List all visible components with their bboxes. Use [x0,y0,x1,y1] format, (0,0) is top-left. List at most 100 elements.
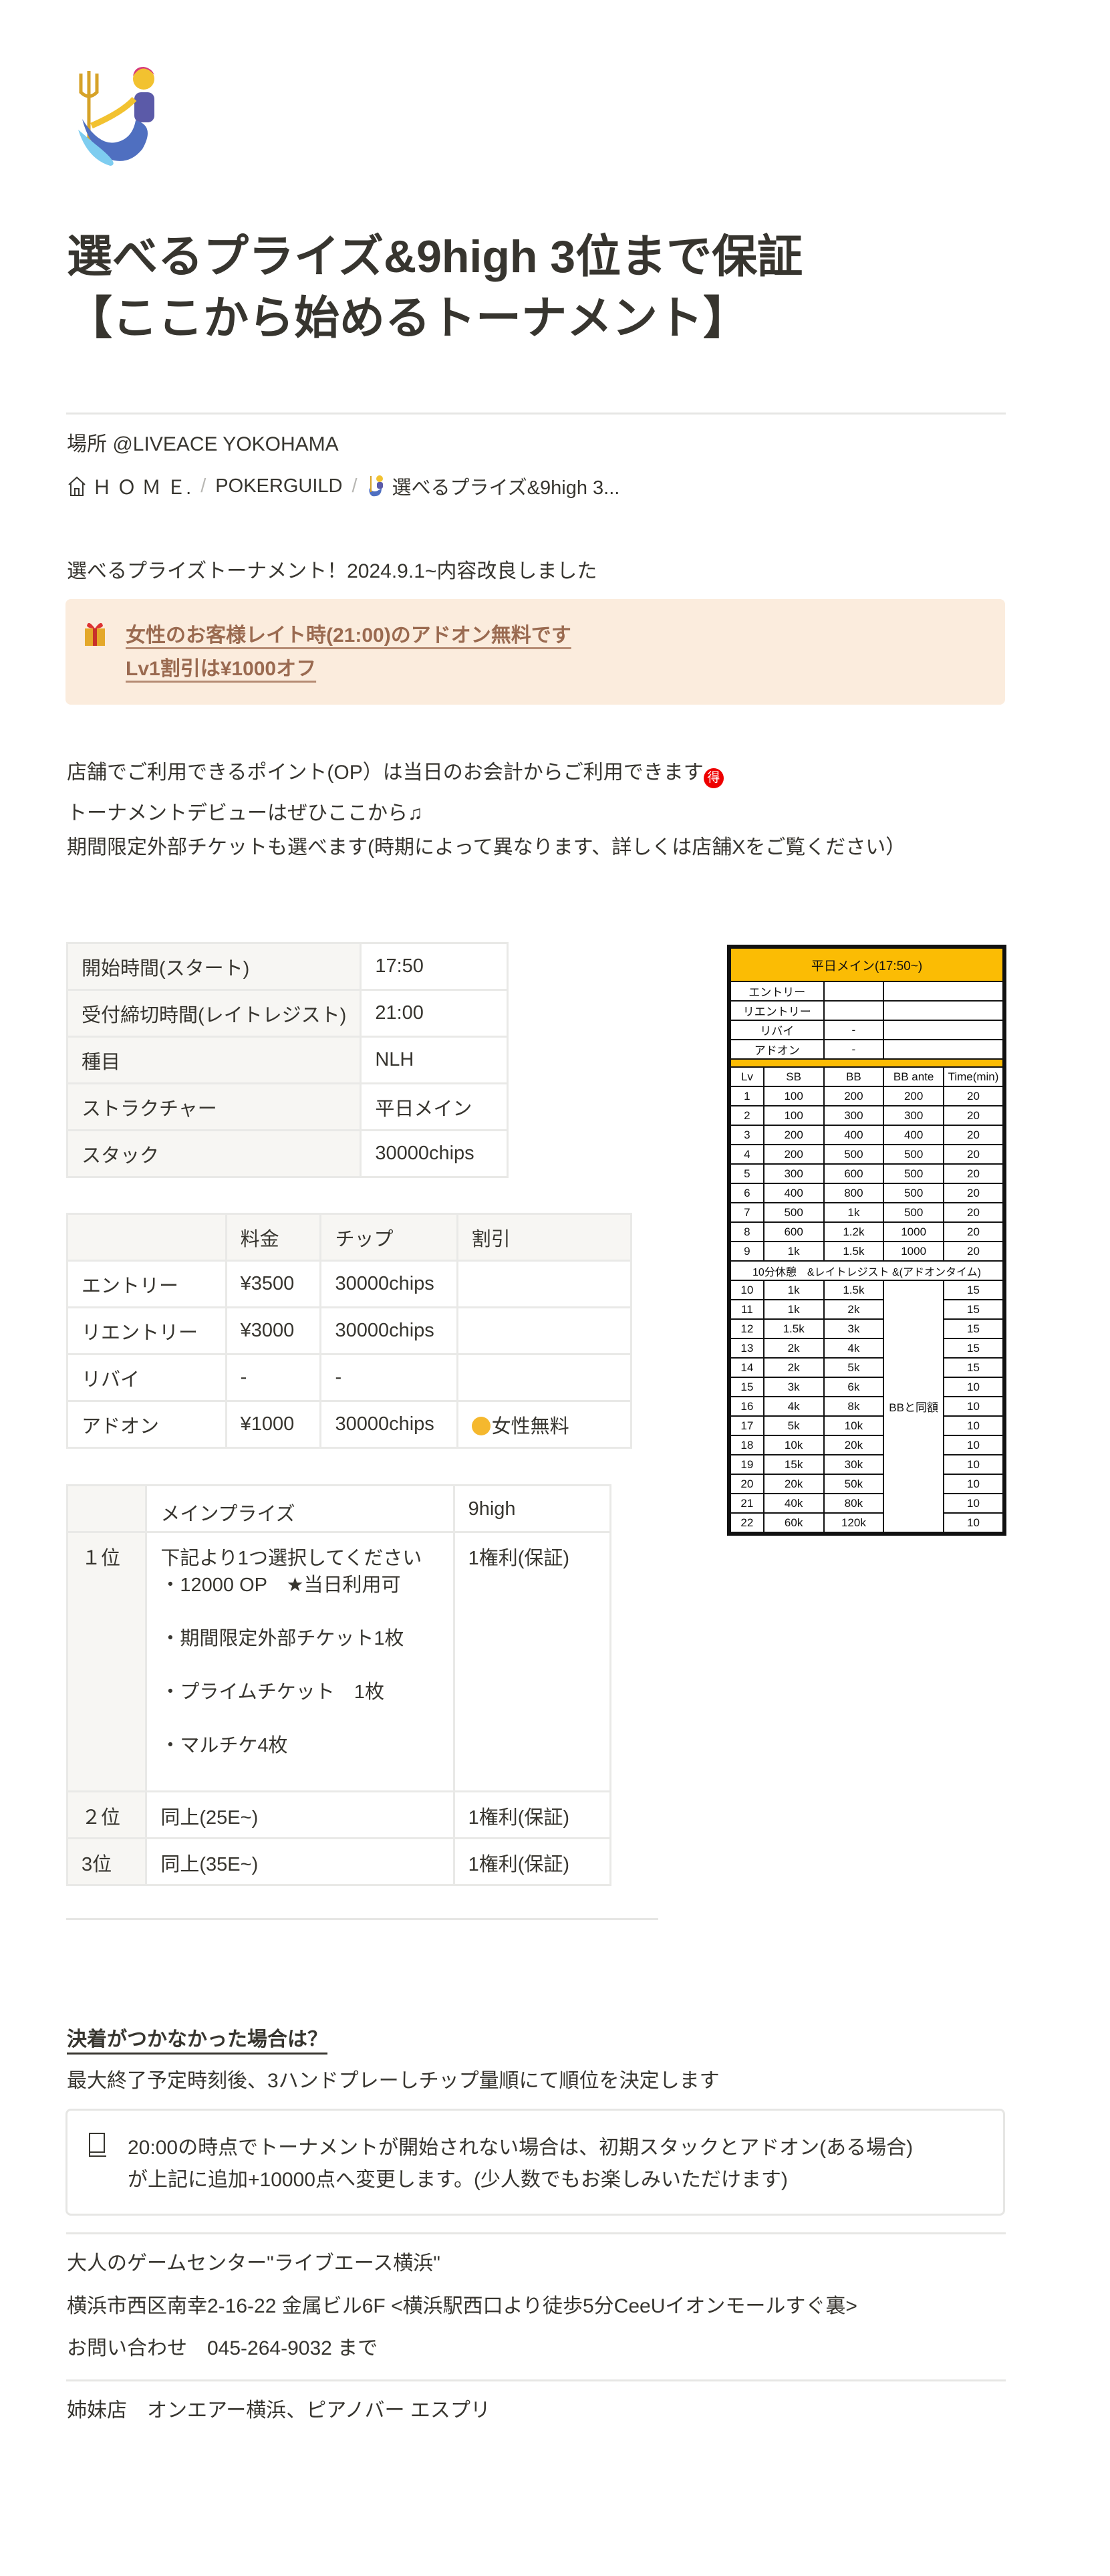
level-cell: 5k [762,1415,825,1436]
level-cell: 10 [943,1493,1004,1514]
fee-note [883,1020,1004,1040]
level-cell: 18 [730,1435,765,1455]
woman-emoji-icon [471,1416,491,1435]
level-cell: 16 [730,1396,765,1417]
merperson-icon [369,475,383,497]
level-row: 22 60k 120k 10 [730,1512,1004,1533]
breadcrumb-item-home[interactable]: Ｈ Ｏ Ｍ Ｅ. [67,472,191,500]
level-cell: 15 [943,1357,1004,1378]
toku-emoji: 得 [703,768,724,788]
level-cell: 3 [730,1125,765,1145]
rank-cell: ２位 [65,1790,148,1839]
table-row: 3位 同上(35E~) 1権利(保証) [65,1837,612,1886]
level-cell: 600 [823,1163,885,1184]
tiebreak-text: 最大終了予定時刻後、3ハンドプレーしチップ量順にて順位を決定します [67,2070,720,2092]
table-row: エントリー ¥3500 30000chips [66,1260,633,1308]
callout-link-discount[interactable]: Lv1割引は¥1000オフ [126,658,317,680]
level-cell: 1.5k [823,1241,885,1262]
breadcrumb-item-current[interactable]: 選べるプライズ&9high 3... [367,472,620,500]
callout-link-addon[interactable]: 女性のお客様レイト時(21:00)のアドオン無料です [126,624,571,647]
rank-cell: 3位 [65,1837,148,1886]
level-cell: 12 [730,1318,765,1339]
gift-icon [85,622,105,646]
level-cell: 400 [762,1183,825,1203]
level-cell: 2k [762,1338,825,1359]
table-row: リエントリー ¥3000 30000chips [66,1306,633,1355]
points-note: 店舗でご利用できるポイント(OP）は当日のお会計からご利用できます得 [67,759,724,788]
level-cell: 80k [823,1493,885,1514]
level-cell: 22 [730,1512,765,1533]
level-cell: 20 [943,1144,1004,1165]
level-row: 15 3k 6k 10 [730,1377,1004,1397]
level-row: 3 200 400 400 20 [730,1125,1004,1145]
structure-fee-row: リエントリー [730,1000,1004,1021]
breadcrumb-separator: / [200,475,206,497]
level-cell: 600 [762,1221,825,1242]
divider [66,2379,1006,2381]
prize-table: メインプライズ 9high １位 下記より1つ選択してください ・12000 OP ★… [65,1484,612,1886]
breadcrumb-label: 選べるプライズ&9high 3... [392,477,620,499]
column-header: メインプライズ [145,1484,455,1533]
level-cell: 17 [730,1415,765,1436]
table-row: スタック 30000chips [65,1129,509,1178]
level-cell: 10 [943,1396,1004,1417]
level-cell: 500 [883,1163,945,1184]
level-row: 19 15k 30k 10 [730,1454,1004,1475]
level-cell: 10k [823,1415,885,1436]
level-row: 12 1.5k 3k 15 [730,1318,1004,1339]
title-line-2: 【ここから始めるトーナメント】 [67,293,749,344]
level-cell: 2k [823,1299,885,1320]
structure-column-header: BB [823,1066,885,1087]
level-cell: 300 [762,1163,825,1184]
break-label: 10分休憩 &レイトレジスト &(アドオンタイム) [730,1260,1004,1281]
fee-cell: 30000chips [319,1306,458,1355]
structure-fee-row: エントリー [730,981,1004,1002]
level-cell: 20 [943,1105,1004,1126]
level-cell: 6 [730,1183,765,1203]
info-value: 30000chips [360,1129,509,1178]
intro-text: 選べるプライズトーナメント！2024.9.1~内容改良しました [67,560,597,582]
fee-cell: エントリー [66,1260,227,1308]
info-table: 開始時間(スタート) 17:50 受付締切時間(レイトレジスト) 21:00 種目 NLH… [65,942,509,1178]
fee-cell: ¥1000 [225,1400,322,1449]
points-text: 店舗でご利用できるポイント(OP）は当日のお会計からご利用できます [67,762,704,784]
info-value: 平日メイン [360,1082,509,1131]
level-row: 2 100 300 300 20 [730,1105,1004,1126]
divider [66,2232,1006,2234]
level-cell: 10 [943,1435,1004,1455]
structure-header-row: Lv SB BB BB ante Time(min) [730,1066,1004,1087]
prize-cell: 1権利(保証) [452,1790,612,1839]
level-cell: 11 [730,1299,765,1320]
prize-cell: 1権利(保証) [452,1531,612,1792]
level-row: 21 40k 80k 10 [730,1493,1004,1514]
break-row: 10分休憩 &レイトレジスト &(アドオンタイム) [730,1260,1004,1281]
column-header: 割引 [456,1213,633,1262]
level-cell: 20k [823,1435,885,1455]
level-cell: 15 [943,1299,1004,1320]
level-cell: 3k [823,1318,885,1339]
level-cell: 400 [823,1125,885,1145]
level-cell: 2 [730,1105,765,1126]
level-cell: 15 [943,1280,1004,1300]
fee-cell: 30000chips [319,1400,458,1449]
table-row: 種目 NLH [65,1036,509,1084]
debut-text: トーナメントデビューはぜひここから [67,802,408,824]
level-cell: 14 [730,1357,765,1378]
level-row: 13 2k 4k 15 [730,1338,1004,1359]
structure-fee-row: リバイ - [730,1020,1004,1040]
level-cell: 500 [823,1144,885,1165]
fee-cell: ¥3000 [225,1306,322,1355]
level-row: 10 1k 1.5k BBと同額 15 [730,1280,1004,1533]
store-contact: お問い合わせ 045-264-9032 まで [67,2337,378,2359]
structure-column-header: Time(min) [943,1066,1004,1087]
level-cell: 20 [943,1125,1004,1145]
fee-note [883,981,1004,1002]
level-cell: 1k [762,1299,825,1320]
info-label: 種目 [65,1036,362,1084]
table-row: ２位 同上(25E~) 1権利(保証) [65,1790,612,1839]
level-cell: 10k [762,1435,825,1455]
fee-note [883,1039,1004,1060]
breadcrumb-item-pokerguild[interactable]: POKERGUILD [215,475,343,497]
fee-cell [456,1260,633,1308]
table-row: リバイ - - [66,1353,633,1402]
